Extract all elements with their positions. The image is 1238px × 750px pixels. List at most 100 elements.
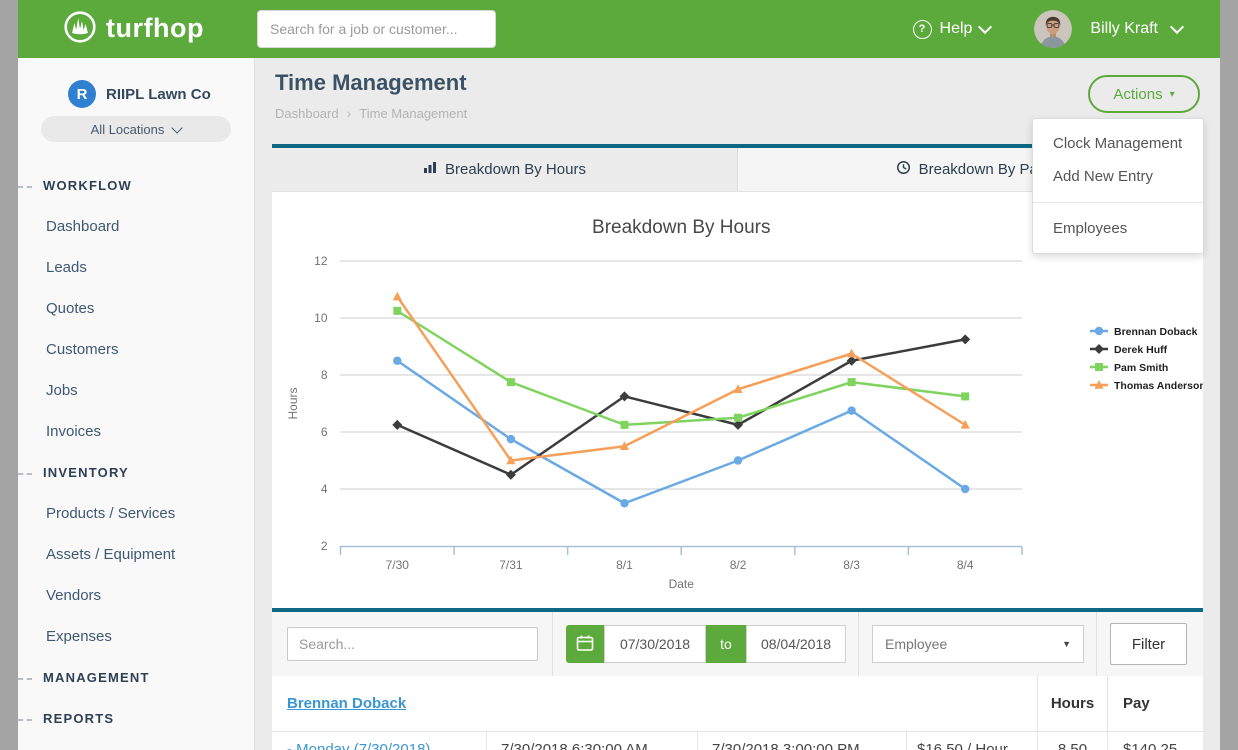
sidebar-item-vendors[interactable]: Vendors (46, 587, 102, 604)
calendar-button[interactable] (566, 625, 604, 663)
menu-item-clock-management[interactable]: Clock Management (1053, 135, 1183, 152)
breadcrumb-separator-icon: › (346, 105, 352, 121)
sidebar-item-expenses[interactable]: Expenses (46, 628, 112, 645)
menu-item-employees[interactable]: Employees (1053, 220, 1128, 237)
svg-text:7/30: 7/30 (386, 558, 410, 572)
day-link[interactable]: - Monday (7/30/2018) (287, 741, 431, 750)
pay-column-header: Pay (1107, 676, 1203, 731)
main-content: Time Management Dashboard › Time Managem… (255, 58, 1220, 750)
caret-down-icon: ▾ (1169, 88, 1175, 100)
employee-select-value: Employee (885, 636, 948, 652)
divider (552, 612, 553, 676)
clock-in-cell: 7/30/2018 6:30:00 AM (486, 732, 697, 750)
table-search-input[interactable] (287, 627, 538, 661)
svg-text:8/1: 8/1 (616, 558, 633, 572)
hours-column-header: Hours (1037, 676, 1107, 731)
sidebar-item-dashboard[interactable]: Dashboard (46, 218, 120, 235)
filter-button[interactable]: Filter (1110, 623, 1187, 665)
breakdown-by-hours-chart: Breakdown By Hours Date Hours 2 4 6 8 10 12 7/30 7… (286, 217, 1203, 591)
top-navbar: turfhop ? Help (18, 0, 1220, 58)
svg-text:Breakdown By Hours: Breakdown By Hours (592, 217, 770, 238)
actions-button[interactable]: Actions ▾ (1088, 75, 1200, 113)
avatar[interactable] (1034, 10, 1073, 48)
svg-text:8: 8 (321, 368, 328, 382)
svg-text:8/2: 8/2 (730, 558, 747, 572)
svg-text:Hours: Hours (286, 387, 300, 419)
company-name: RIIPL Lawn Co (106, 85, 211, 103)
hours-cell: 8.50 (1037, 732, 1107, 750)
help-label: Help (939, 20, 973, 37)
svg-text:Brennan Doback: Brennan Doback (1114, 326, 1198, 338)
all-locations-label: All Locations (90, 121, 165, 137)
bar-chart-icon (423, 161, 437, 178)
date-from-input[interactable] (604, 625, 706, 663)
table-row: - Monday (7/30/2018) 7/30/2018 6:30:00 A… (272, 732, 1203, 750)
svg-text:6: 6 (321, 425, 328, 439)
section-dashes-icon (18, 718, 32, 721)
sidebar-item-leads[interactable]: Leads (46, 259, 87, 276)
sidebar-section-reports[interactable]: REPORTS (18, 698, 254, 739)
section-dashes-icon (18, 677, 32, 680)
svg-text:7/31: 7/31 (499, 558, 523, 572)
svg-text:4: 4 (321, 482, 328, 496)
pay-cell: $140.25 (1107, 732, 1203, 750)
date-to-input[interactable] (746, 625, 846, 663)
clock-out-cell: 7/30/2018 3:00:00 PM (697, 732, 906, 750)
svg-text:Pam Smith: Pam Smith (1114, 362, 1168, 374)
menu-divider (1033, 202, 1203, 203)
divider (1096, 612, 1097, 676)
page-title: Time Management (275, 70, 467, 95)
clock-icon (896, 160, 911, 179)
global-search-input[interactable] (257, 10, 496, 48)
section-dashes-icon (18, 472, 32, 475)
tab-breakdown-by-hours[interactable]: Breakdown By Hours (272, 148, 737, 191)
time-entries-table: Brennan Doback Hours Pay - Monday (7/30/… (272, 676, 1203, 750)
group-header-cell: Brennan Doback (272, 676, 1037, 731)
help-menu[interactable]: ? Help (912, 19, 993, 39)
rate-cell: $16.50 / Hour (906, 732, 1037, 750)
sidebar-section-management[interactable]: MANAGEMENT (18, 657, 254, 698)
calendar-icon (575, 633, 595, 656)
sidebar-item-quotes[interactable]: Quotes (46, 300, 95, 317)
sidebar: R RIIPL Lawn Co All Locations WORKFLOW D… (18, 58, 255, 750)
brand-name: turfhop (106, 12, 204, 43)
divider (858, 612, 859, 676)
tab-breakdown-by-pay[interactable]: Breakdown By Pay (737, 148, 1203, 191)
topbar-right: ? Help (912, 0, 1220, 58)
sidebar-item-jobs[interactable]: Jobs (46, 382, 78, 399)
chevron-down-icon (978, 19, 993, 35)
svg-text:Derek Huff: Derek Huff (1114, 344, 1168, 356)
date-range-to-label: to (706, 625, 746, 663)
sidebar-item-invoices[interactable]: Invoices (46, 423, 102, 440)
svg-text:Thomas Anderson: Thomas Anderson (1114, 380, 1203, 392)
avatar-image (1034, 10, 1073, 48)
all-locations-dropdown[interactable]: All Locations (41, 116, 231, 142)
menu-item-add-new-entry[interactable]: Add New Entry (1053, 168, 1154, 185)
brand-logo[interactable]: turfhop (62, 9, 204, 50)
sidebar-section-inventory[interactable]: INVENTORY (18, 452, 254, 493)
turfhop-grass-icon (62, 9, 98, 50)
section-dashes-icon (18, 185, 32, 188)
sidebar-section-workflow[interactable]: WORKFLOW (18, 165, 254, 206)
user-name: Billy Kraft (1090, 20, 1158, 37)
svg-text:8/3: 8/3 (843, 558, 860, 572)
svg-text:2: 2 (321, 539, 328, 553)
svg-text:12: 12 (314, 254, 328, 268)
day-cell: - Monday (7/30/2018) (272, 732, 486, 750)
employee-group-link[interactable]: Brennan Doback (287, 695, 407, 712)
company-header: R RIIPL Lawn Co (68, 80, 254, 108)
sidebar-item-customers[interactable]: Customers (46, 341, 119, 358)
employee-select[interactable]: Employee ▼ (872, 625, 1084, 663)
svg-text:Date: Date (669, 577, 695, 591)
sidebar-item-assets-equipment[interactable]: Assets / Equipment (46, 546, 176, 563)
chevron-down-icon (171, 121, 184, 134)
select-caret-icon: ▼ (1062, 639, 1071, 649)
actions-button-label: Actions (1113, 85, 1163, 103)
breadcrumb-dashboard[interactable]: Dashboard (275, 105, 339, 121)
chart-panel: Breakdown By Hours Date Hours 2 4 6 8 10 12 7/30 7… (272, 192, 1203, 608)
company-logo: R (68, 80, 96, 108)
table-group-header-row: Brennan Doback Hours Pay (272, 676, 1203, 732)
user-menu[interactable]: Billy Kraft (1090, 19, 1185, 38)
sidebar-item-products-services[interactable]: Products / Services (46, 505, 176, 522)
tab-label: Breakdown By Hours (445, 161, 586, 178)
